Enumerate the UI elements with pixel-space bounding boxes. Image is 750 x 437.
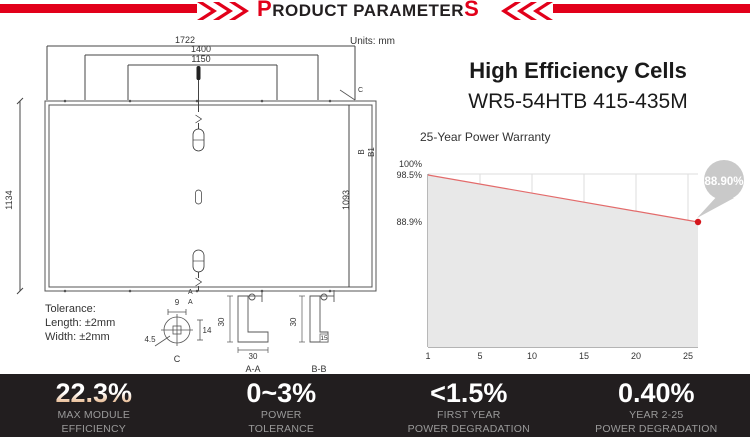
svg-text:A: A (188, 289, 193, 296)
svg-text:15: 15 (579, 351, 589, 361)
svg-text:30: 30 (289, 317, 298, 326)
svg-text:Length: ±2mm: Length: ±2mm (45, 317, 115, 329)
svg-text:A: A (188, 299, 193, 306)
svg-text:B-B: B-B (311, 364, 326, 374)
svg-text:88.90%: 88.90% (704, 176, 743, 188)
svg-text:100%: 100% (399, 159, 422, 169)
svg-text:1093: 1093 (341, 190, 351, 210)
svg-text:15: 15 (320, 335, 328, 342)
svg-text:C: C (174, 354, 181, 364)
svg-text:25: 25 (683, 351, 693, 361)
svg-text:Units: mm: Units: mm (350, 36, 395, 47)
svg-text:B: B (357, 149, 366, 154)
svg-text:1134: 1134 (4, 190, 14, 209)
svg-text:98.5%: 98.5% (396, 170, 422, 180)
svg-text:4.5: 4.5 (144, 335, 156, 344)
svg-text:1: 1 (425, 351, 430, 361)
svg-text:30: 30 (249, 352, 258, 361)
svg-text:Tolerance:: Tolerance: (45, 303, 96, 315)
svg-text:Width: ±2mm: Width: ±2mm (45, 331, 110, 343)
svg-text:88.9%: 88.9% (396, 217, 422, 227)
svg-text:B1: B1 (367, 147, 376, 157)
svg-text:1150: 1150 (191, 54, 210, 64)
svg-text:9: 9 (175, 298, 180, 307)
svg-text:5: 5 (477, 351, 482, 361)
svg-text:30: 30 (217, 317, 226, 326)
svg-text:A-A: A-A (245, 364, 260, 374)
svg-text:1400: 1400 (191, 44, 211, 54)
svg-text:C: C (358, 87, 363, 94)
svg-text:14: 14 (203, 326, 212, 335)
svg-text:20: 20 (631, 351, 641, 361)
svg-text:10: 10 (527, 351, 537, 361)
